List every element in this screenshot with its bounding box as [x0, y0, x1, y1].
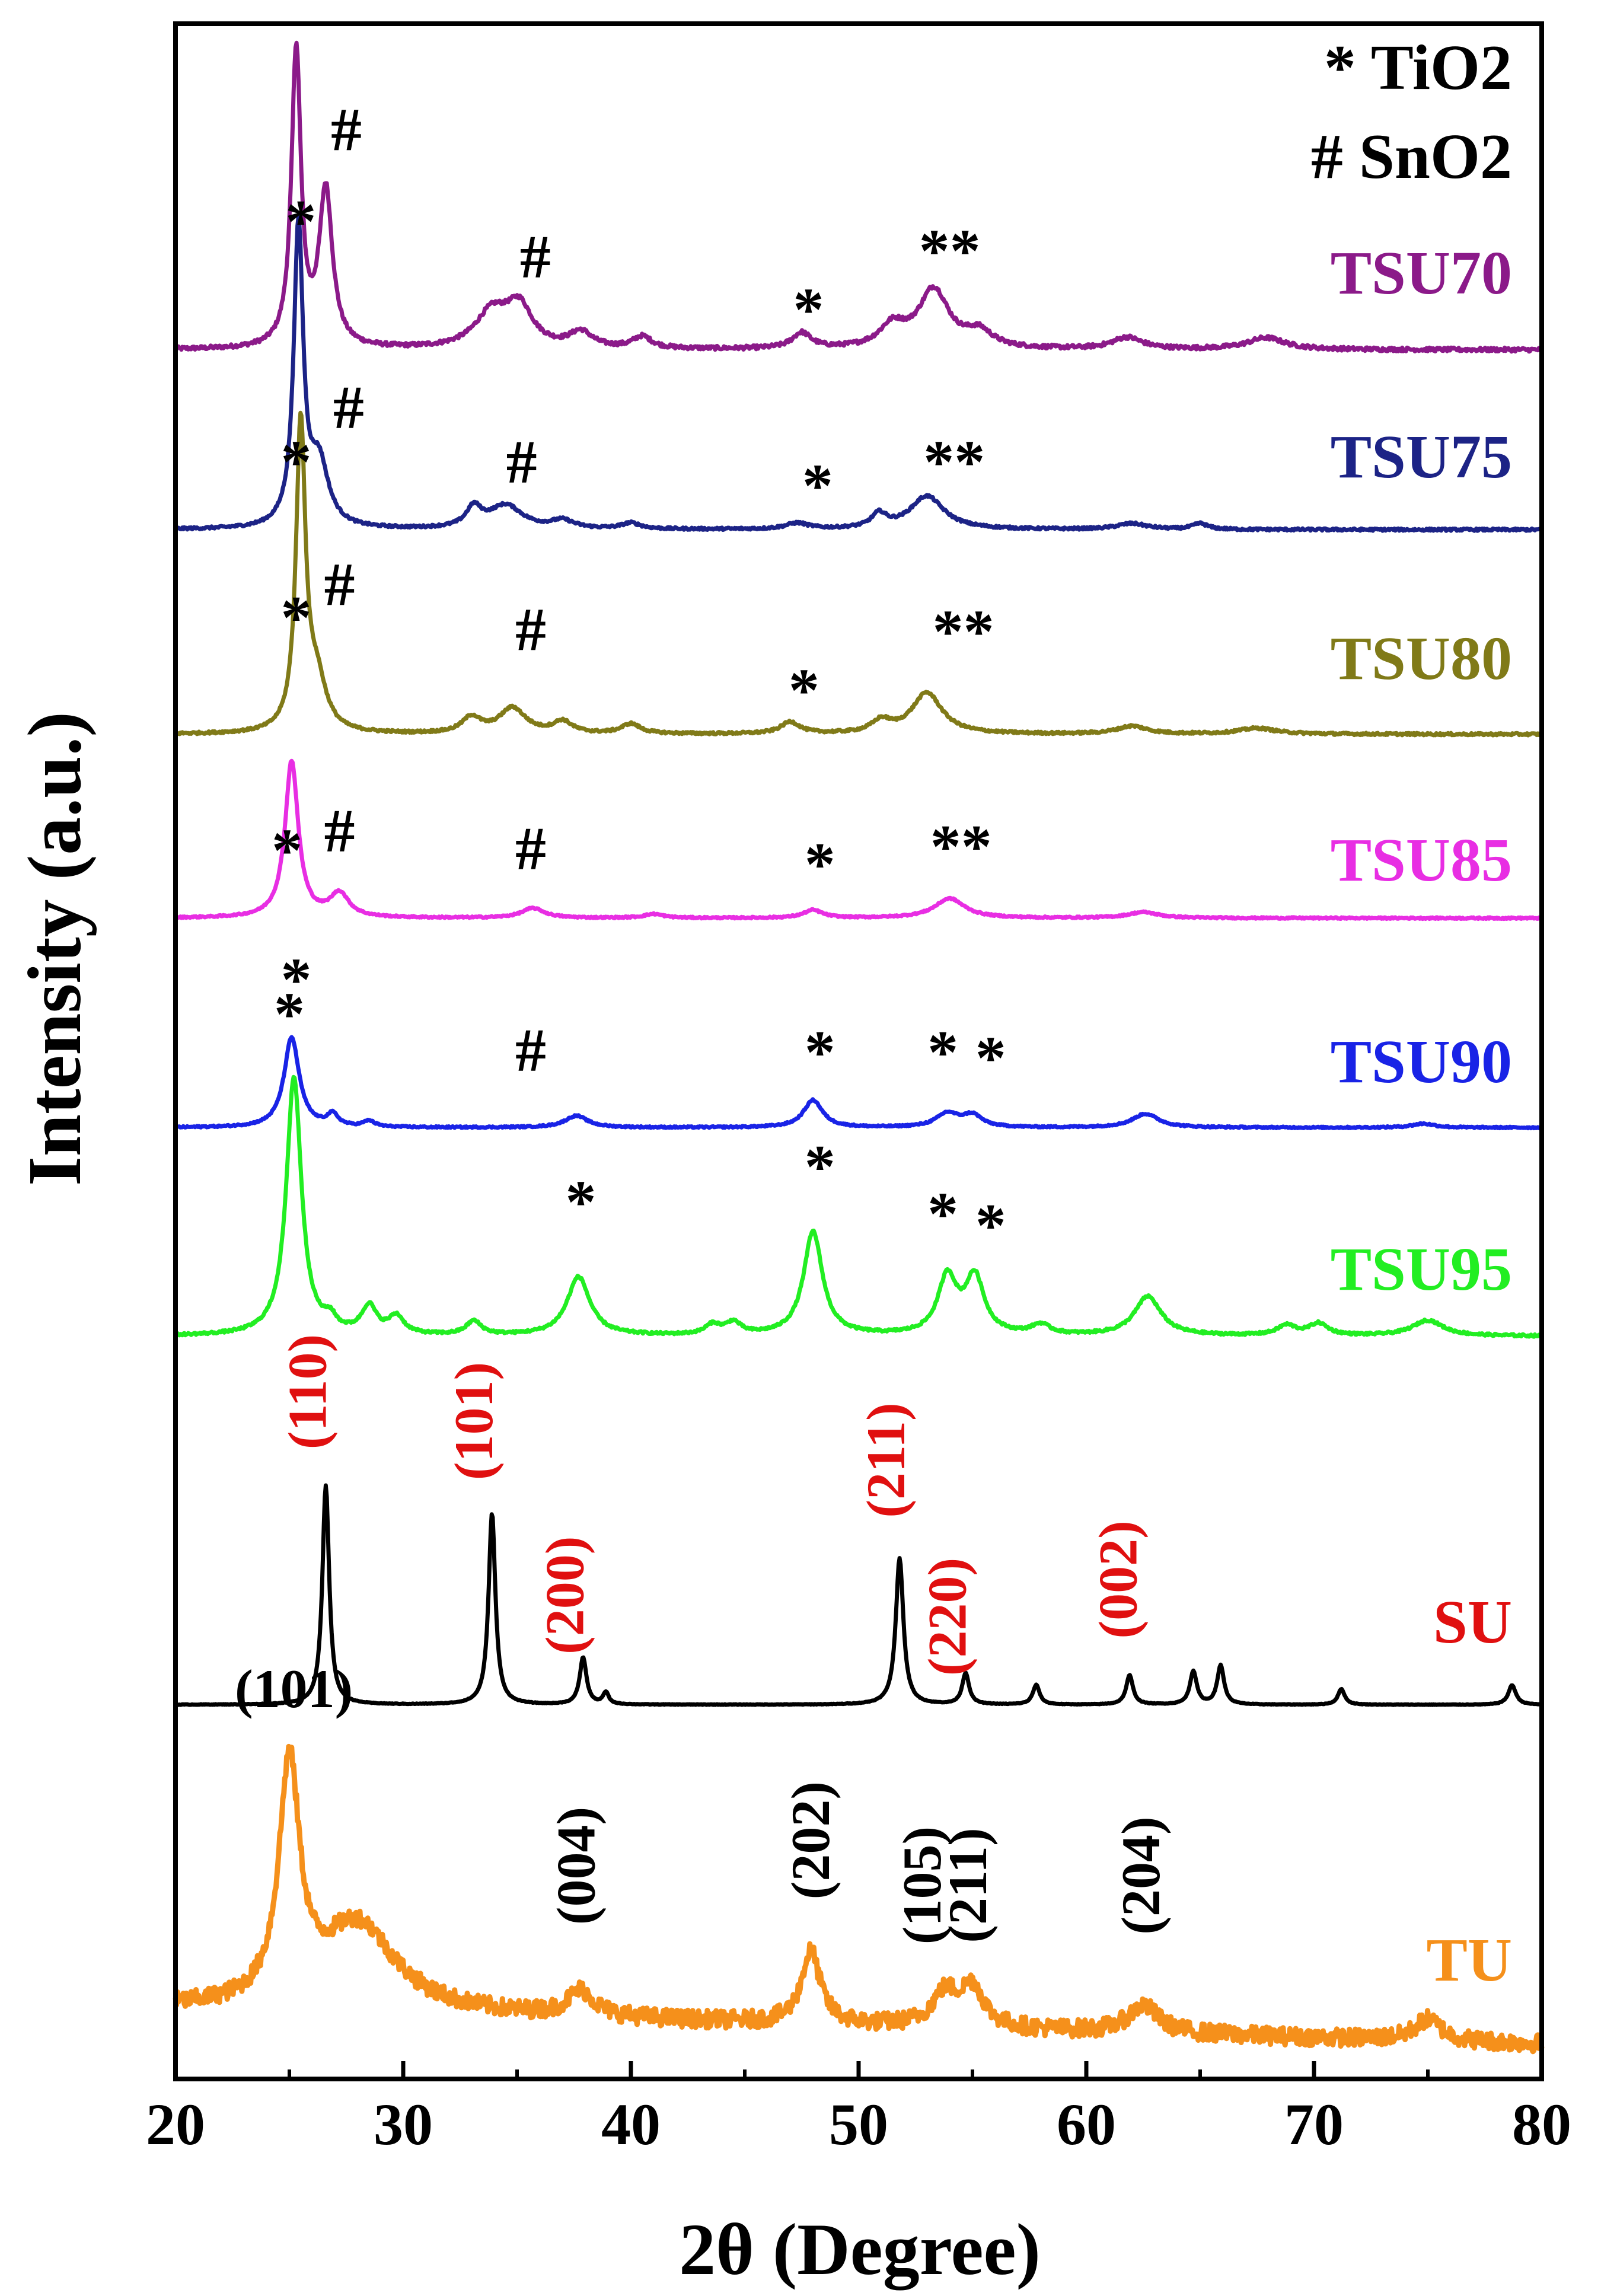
x-tick-label-30: 30 — [374, 2091, 433, 2157]
peak-annotation-tsu95-0: * — [274, 980, 305, 1048]
legend: * TiO2 # SnO2 — [1311, 33, 1512, 192]
series-line-tsu90 — [174, 1035, 1543, 1131]
peak-annotation-tsu95-4: * — [975, 1192, 1006, 1260]
peak-annotation-tsu75-1: * — [281, 428, 312, 496]
peak-annotation-tu-0: (101) — [235, 1659, 353, 1719]
series-layer: TSU70 TSU75 TSU80 TSU85 TSU90 TSU95 SU TU — [173, 40, 1545, 2055]
peak-annotation-tsu85-0: # — [324, 797, 355, 865]
peak-annotation-tu-5: (204) — [1111, 1816, 1171, 1934]
peak-annotation-tsu90-1: # — [515, 1016, 546, 1085]
series-label-tsu70: TSU70 — [1331, 239, 1512, 307]
peak-annotation-tsu75-0: # — [333, 374, 364, 442]
peak-annotation-tsu75-4: ** — [923, 428, 985, 496]
series-label-su: SU — [1433, 1588, 1512, 1656]
series-tu: TU — [173, 1743, 1545, 2055]
series-line-tsu75 — [174, 214, 1543, 533]
series-su: SU — [174, 1483, 1543, 1707]
series-label-tsu85: TSU85 — [1331, 826, 1512, 894]
x-tick-label-40: 40 — [601, 2091, 661, 2157]
peak-annotation-tsu90-4: * — [975, 1024, 1006, 1092]
series-label-tu: TU — [1427, 1926, 1512, 1994]
peak-annotation-tsu70-0: # — [331, 96, 362, 164]
series-label-tsu90: TSU90 — [1331, 1028, 1512, 1096]
series-label-tsu75: TSU75 — [1331, 423, 1512, 491]
y-axis-label: Intensity (a.u.) — [12, 712, 97, 1186]
series-line-tu — [173, 1743, 1545, 2055]
peak-annotation-tsu80-1: * — [281, 584, 312, 652]
peak-annotation-tsu80-0: # — [324, 551, 355, 619]
peak-annotation-su-4: (220) — [917, 1558, 977, 1676]
series-line-su — [174, 1483, 1543, 1707]
x-axis: 20 30 40 50 60 70 80 — [146, 2061, 1571, 2157]
peak-annotation-su-2: (200) — [534, 1536, 595, 1654]
series-line-tsu85 — [174, 758, 1543, 921]
peak-annotation-su-0: (110) — [277, 1334, 337, 1449]
peak-annotation-tsu95-3: * — [927, 1180, 958, 1248]
peak-annotation-tsu85-1: * — [272, 817, 302, 885]
x-tick-label-80: 80 — [1512, 2091, 1571, 2157]
peak-annotation-tsu90-2: * — [805, 1018, 835, 1086]
peak-annotation-tsu70-1: * — [285, 188, 316, 256]
peak-annotation-tsu70-3: * — [793, 276, 824, 344]
peak-annotation-tu-2: (202) — [780, 1781, 841, 1899]
peak-annotation-tu-1: (004) — [546, 1807, 607, 1925]
peak-annotation-su-3: (211) — [856, 1402, 916, 1517]
peak-annotation-tsu75-3: * — [802, 452, 833, 520]
peak-annotation-tsu70-2: # — [520, 223, 551, 291]
x-tick-label-50: 50 — [829, 2091, 888, 2157]
legend-entry-tio2: * TiO2 — [1324, 33, 1512, 103]
peak-annotation-tu-4: (211) — [937, 1828, 998, 1943]
peak-annotation-su-5: (002) — [1087, 1520, 1148, 1638]
peak-annotation-tsu75-2: # — [506, 428, 537, 496]
peak-annotation-tsu90-3: * — [927, 1018, 958, 1086]
peak-annotation-tsu95-2: * — [805, 1133, 835, 1201]
legend-entry-sno2: # SnO2 — [1311, 122, 1512, 192]
peak-annotation-tsu85-4: ** — [930, 813, 992, 881]
series-tsu90: TSU90 — [174, 1028, 1543, 1131]
peak-annotation-su-1: (101) — [444, 1362, 504, 1480]
series-tsu70: TSU70 — [174, 40, 1543, 354]
series-tsu80: TSU80 — [174, 410, 1543, 738]
series-line-tsu95 — [174, 1074, 1543, 1339]
peak-annotation-tsu95-1: * — [566, 1168, 597, 1236]
peak-annotation-tsu85-2: # — [515, 815, 546, 883]
series-line-tsu70 — [174, 40, 1543, 354]
x-axis-label: 2θ (Degree) — [679, 2209, 1041, 2291]
x-tick-label-60: 60 — [1057, 2091, 1116, 2157]
series-tsu75: TSU75 — [174, 214, 1543, 533]
series-line-tsu80 — [174, 410, 1543, 738]
series-tsu95: TSU95 — [174, 1074, 1543, 1339]
peak-annotation-tsu80-3: * — [789, 656, 819, 725]
series-label-tsu80: TSU80 — [1331, 624, 1512, 693]
annotation-layer: #*#***#* # * **#* #***#* # * ***# * * ***** *(110)(… — [235, 96, 1171, 1945]
series-label-tsu95: TSU95 — [1331, 1235, 1512, 1303]
peak-annotation-tsu70-4: ** — [919, 217, 981, 285]
x-tick-label-20: 20 — [146, 2091, 205, 2157]
peak-annotation-tu-3: (105) — [892, 1826, 952, 1944]
series-tsu85: TSU85 — [174, 758, 1543, 921]
peak-annotation-tsu80-4: ** — [933, 598, 994, 666]
x-tick-label-70: 70 — [1284, 2091, 1344, 2157]
peak-annotation-tsu80-2: # — [515, 596, 546, 664]
peak-annotation-tsu90-0: * — [281, 946, 312, 1014]
peak-annotation-tsu85-3: * — [805, 830, 835, 898]
